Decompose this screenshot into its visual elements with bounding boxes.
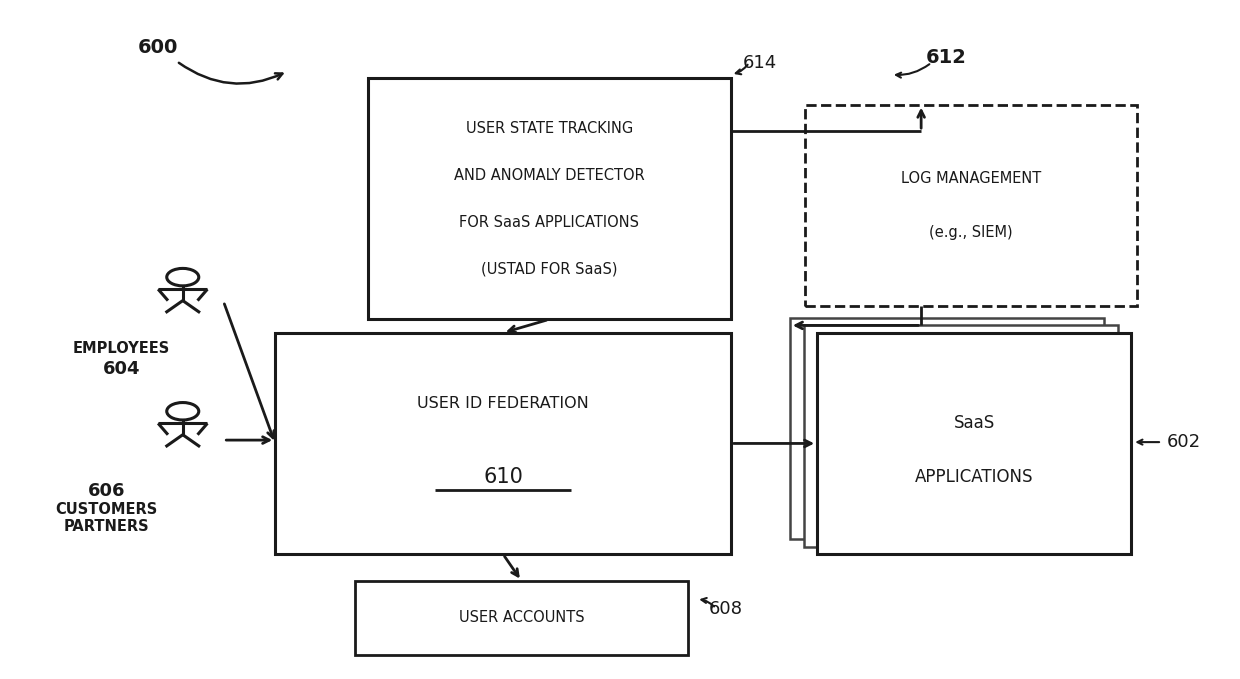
Text: USER ACCOUNTS: USER ACCOUNTS bbox=[459, 610, 584, 625]
Text: PARTNERS: PARTNERS bbox=[63, 519, 149, 534]
Text: AND ANOMALY DETECTOR: AND ANOMALY DETECTOR bbox=[454, 168, 645, 183]
Text: SaaS: SaaS bbox=[954, 414, 994, 433]
Bar bbox=[790, 318, 1104, 539]
Text: 612: 612 bbox=[925, 48, 966, 67]
Bar bbox=[805, 105, 1137, 306]
Bar bbox=[817, 333, 1131, 554]
Text: USER ID FEDERATION: USER ID FEDERATION bbox=[417, 396, 589, 411]
Text: (e.g., SIEM): (e.g., SIEM) bbox=[929, 225, 1013, 240]
Text: 604: 604 bbox=[103, 360, 140, 378]
Text: 610: 610 bbox=[484, 467, 523, 487]
Text: 606: 606 bbox=[88, 482, 125, 500]
Text: EMPLOYEES: EMPLOYEES bbox=[73, 341, 170, 356]
Bar bbox=[275, 333, 730, 554]
Text: 602: 602 bbox=[1167, 433, 1202, 451]
Bar bbox=[355, 581, 688, 655]
Text: 614: 614 bbox=[743, 54, 777, 71]
Bar bbox=[804, 325, 1117, 547]
Text: CUSTOMERS: CUSTOMERS bbox=[56, 502, 157, 517]
Text: 600: 600 bbox=[138, 38, 179, 57]
Text: (USTAD FOR SaaS): (USTAD FOR SaaS) bbox=[481, 261, 618, 276]
Text: FOR SaaS APPLICATIONS: FOR SaaS APPLICATIONS bbox=[459, 215, 639, 230]
Text: 608: 608 bbox=[709, 600, 743, 618]
Text: APPLICATIONS: APPLICATIONS bbox=[915, 468, 1033, 486]
Text: USER STATE TRACKING: USER STATE TRACKING bbox=[465, 121, 632, 136]
Text: LOG MANAGEMENT: LOG MANAGEMENT bbox=[901, 171, 1042, 186]
Bar bbox=[367, 78, 730, 319]
